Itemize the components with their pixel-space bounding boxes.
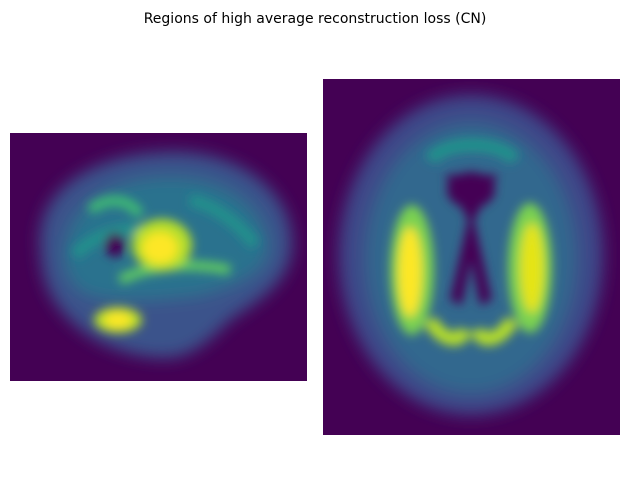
sagittal-image: [10, 133, 307, 381]
figure-title: Regions of high average reconstruction l…: [144, 11, 487, 27]
axial-image: [323, 79, 620, 435]
